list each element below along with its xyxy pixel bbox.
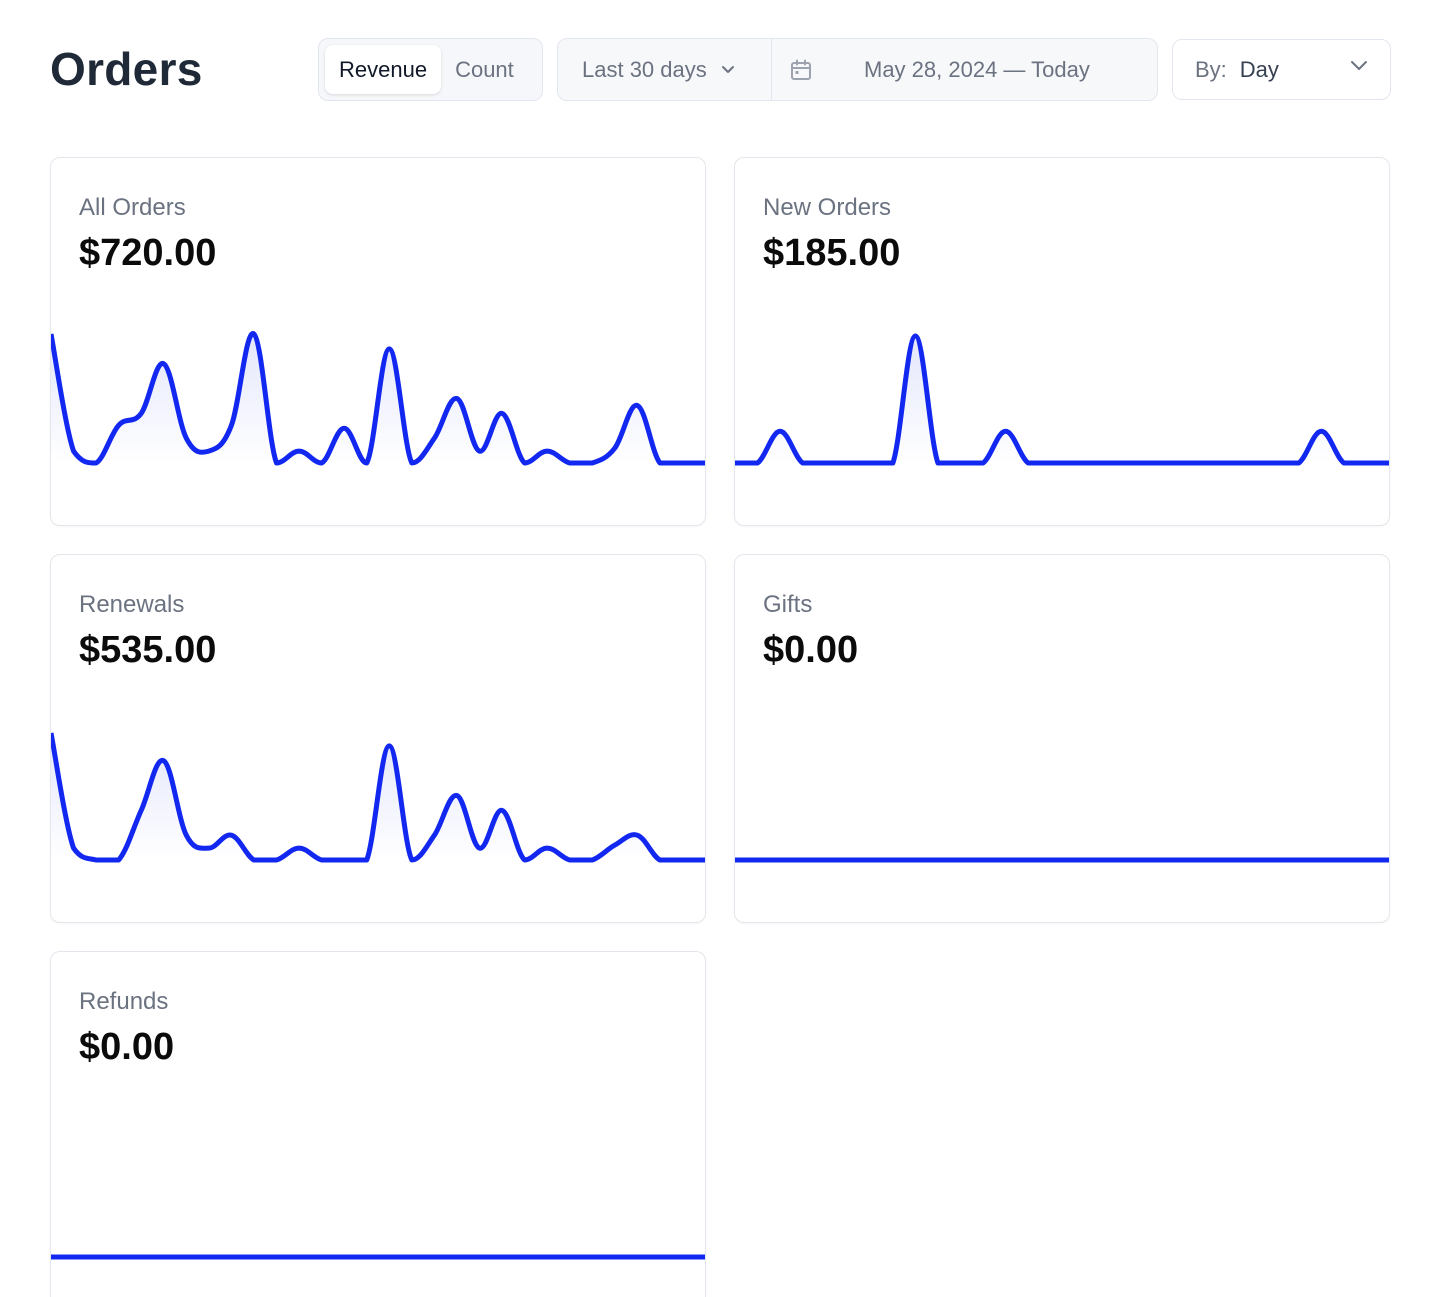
sparkline-line	[735, 333, 1389, 466]
group-by-dropdown[interactable]: By: Day	[1172, 39, 1391, 100]
card-label: Refunds	[79, 988, 169, 1015]
sparkline-chart	[735, 857, 1389, 863]
revenue-toggle-button[interactable]: Revenue	[325, 45, 442, 94]
chevron-down-icon	[721, 66, 734, 73]
stat-card-gifts[interactable]: Gifts $0.00	[734, 554, 1390, 923]
date-range-picker: Last 30 days May 28, 2024 — Today	[557, 38, 1158, 101]
stat-card-all-orders[interactable]: All Orders $720.00	[50, 157, 706, 526]
calendar-icon	[791, 59, 811, 80]
card-value: $535.00	[79, 629, 217, 671]
group-by-value: Day	[1239, 56, 1279, 82]
date-range-text: May 28, 2024 — Today	[864, 56, 1090, 82]
metric-toggle: Revenue Count	[318, 38, 543, 101]
sparkline-area	[735, 335, 1389, 463]
card-value: $185.00	[763, 232, 901, 274]
sparkline-chart	[51, 1254, 705, 1260]
date-range-field[interactable]: May 28, 2024 — Today	[772, 39, 1157, 100]
sparkline-line	[51, 732, 705, 863]
sparkline-chart	[735, 333, 1389, 466]
card-label: Renewals	[79, 591, 185, 618]
stat-card-renewals[interactable]: Renewals $535.00	[50, 554, 706, 923]
stat-card-new-orders[interactable]: New Orders $185.00	[734, 157, 1390, 526]
sparkline-chart	[51, 732, 705, 863]
card-label: All Orders	[79, 194, 186, 221]
sparkline-area	[51, 333, 705, 463]
sparkline-line	[51, 331, 705, 466]
date-preset-label: Last 30 days	[582, 56, 707, 82]
card-label: Gifts	[763, 591, 813, 618]
group-by-label: By:	[1195, 56, 1227, 82]
card-value: $0.00	[79, 1026, 175, 1068]
count-toggle-button[interactable]: Count	[455, 56, 514, 82]
chevron-down-icon	[1351, 61, 1367, 70]
date-preset-dropdown[interactable]: Last 30 days	[558, 39, 772, 100]
sparkline-chart	[51, 331, 705, 466]
card-value: $720.00	[79, 232, 217, 274]
page-title: Orders	[50, 43, 203, 95]
card-value: $0.00	[763, 629, 859, 671]
stat-card-refunds[interactable]: Refunds $0.00	[50, 951, 706, 1297]
card-label: New Orders	[763, 194, 892, 221]
